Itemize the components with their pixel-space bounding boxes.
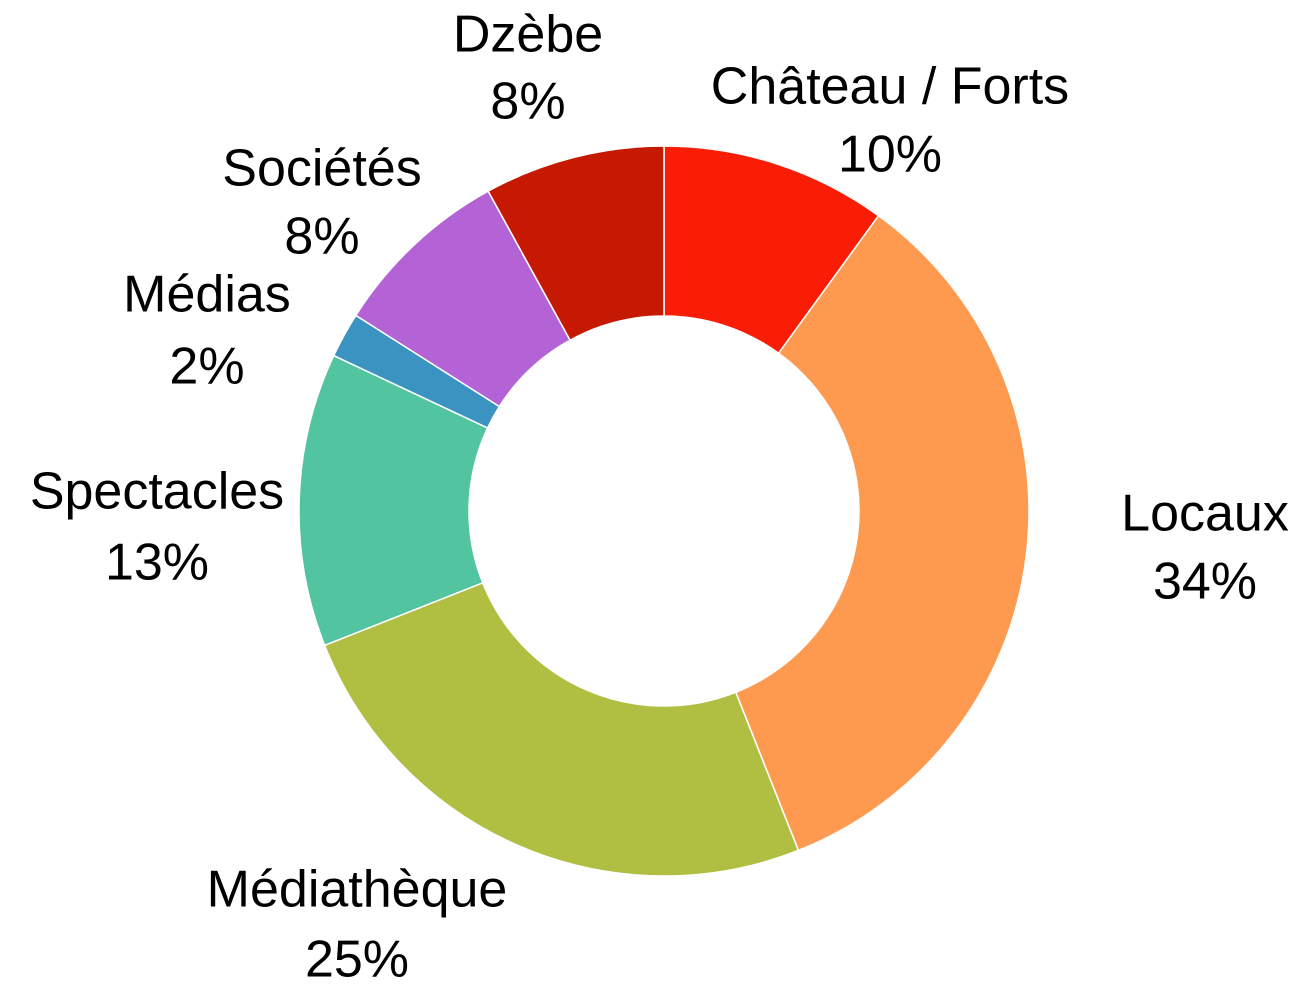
value-label: 25% — [305, 931, 409, 989]
donut-segment — [323, 581, 800, 877]
value-label: 2% — [169, 338, 244, 396]
value-label: 34% — [1153, 553, 1257, 611]
category-label: Spectacles — [30, 463, 284, 521]
value-label: 10% — [838, 126, 942, 184]
value-label: 8% — [284, 208, 359, 266]
value-label: 13% — [105, 534, 209, 592]
value-label: 8% — [490, 73, 565, 131]
category-label: Sociétés — [222, 140, 421, 198]
category-label: Médiathèque — [207, 861, 508, 919]
category-label: Château / Forts — [711, 58, 1069, 116]
category-label: Médias — [123, 266, 291, 324]
donut-segment — [298, 354, 489, 647]
category-label: Dzèbe — [453, 6, 603, 64]
donut-segment — [734, 214, 1030, 852]
donut-segment — [487, 145, 665, 342]
category-label: Locaux — [1121, 485, 1289, 543]
